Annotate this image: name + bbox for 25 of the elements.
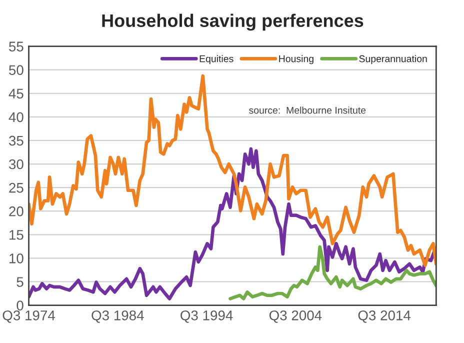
x-tick-label: Q3 2004 [269,310,322,323]
legend-label: Equities [200,55,234,64]
line-series [28,74,436,267]
x-tick-label: Q3 1984 [92,310,144,323]
y-tick-label: 55 [9,42,24,52]
y-tick-label: 25 [9,182,24,193]
y-tick-label: 10 [10,254,24,264]
y-tick-label: 15 [10,230,24,240]
y-tick-label: 45 [8,88,24,99]
legend-label: Housing [279,55,314,64]
annotation: source: Melbourne Insitute [249,106,366,114]
y-tick-label: 30 [8,159,24,170]
y-tick-label: 40 [8,112,24,122]
y-tick-label: 20 [9,206,24,216]
y-tick-label: 5 [16,277,24,287]
y-tick-label: 50 [9,65,24,76]
y-tick-label: 0 [16,300,24,310]
line-series [228,245,436,300]
line-series [28,147,436,300]
y-tick-label: 35 [8,136,24,146]
x-tick-label: Q3 1994 [180,310,233,323]
x-tick-label: Q3 2014 [358,310,411,323]
x-tick-label: Q3 1974 [2,310,56,323]
legend-label: Superannuation [359,55,427,64]
chart-title: Household saving perferences [102,14,364,31]
